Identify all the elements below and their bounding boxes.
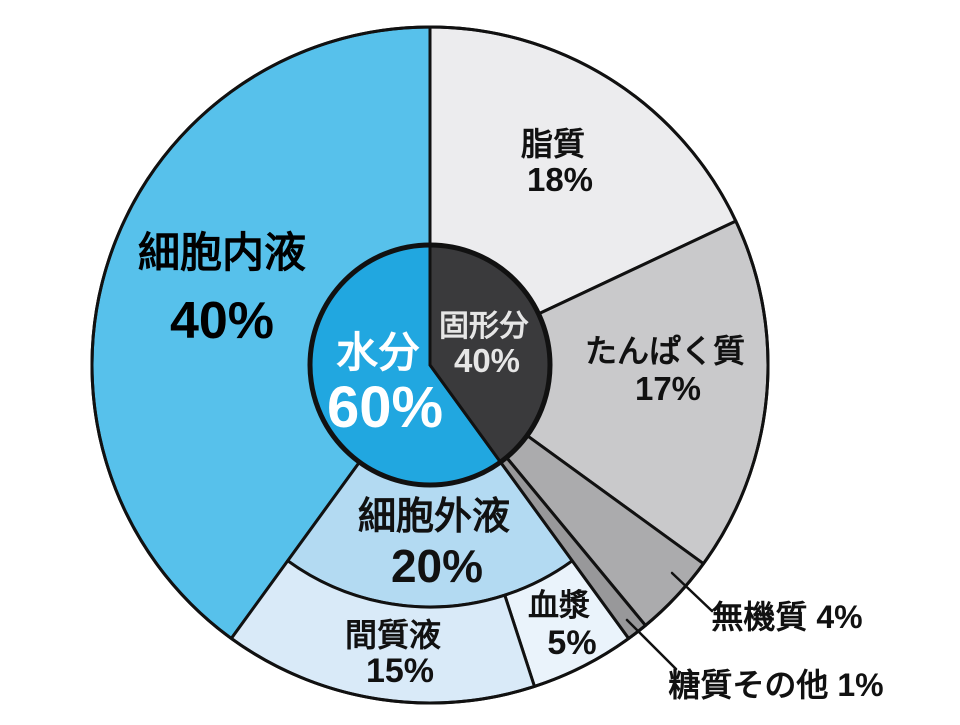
leader-line-toushitsu-sonota [625, 618, 678, 671]
label-kanshitsueki-name: 間質液 [345, 617, 441, 653]
label-saibou-gaieki-name: 細胞外液 [358, 496, 510, 538]
label-kesshou-percent: 5% [547, 624, 596, 662]
label-saibou-gaieki-percent: 20% [391, 540, 483, 592]
callout-label-mukishitsu: 無機質 4% [711, 599, 862, 635]
outer-circle-rim [90, 25, 770, 705]
label-shishitsu-name: 脂質 [521, 126, 585, 162]
label-saibou-naieki-name: 細胞内液 [138, 229, 306, 276]
label-kokeibun-percent: 40% [454, 342, 520, 379]
label-tanpakushitsu-percent: 17% [635, 370, 701, 407]
callout-label-toushitsu-sonota: 糖質その他 1% [668, 667, 883, 703]
leader-line-mukishitsu [670, 571, 714, 613]
label-suibun-name: 水分 [336, 329, 420, 376]
label-kokeibun-name: 固形分 [439, 310, 529, 343]
label-saibou-naieki-percent: 40% [170, 292, 274, 350]
inner-circle-rim [307, 242, 553, 488]
label-tanpakushitsu-name: たんぱく質 [585, 333, 745, 369]
label-kesshou-name: 血漿 [528, 588, 590, 623]
label-kanshitsueki-percent: 15% [366, 652, 434, 690]
label-shishitsu-percent: 18% [527, 161, 593, 198]
label-suibun-percent: 60% [327, 375, 443, 440]
